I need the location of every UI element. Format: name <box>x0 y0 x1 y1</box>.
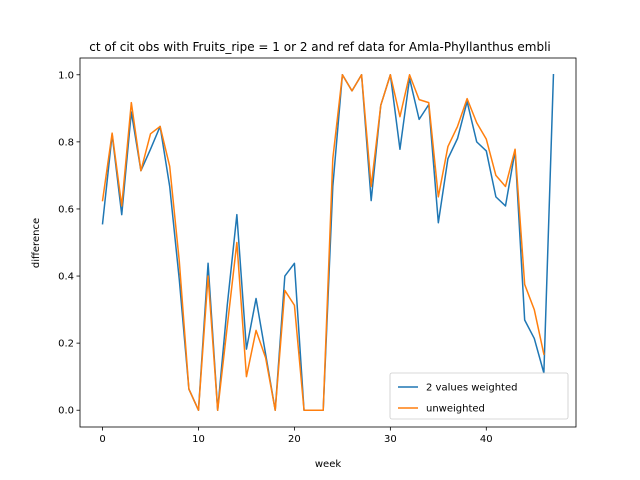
legend-label-unweighted: unweighted <box>426 404 485 415</box>
x-tick-label: 40 <box>480 434 493 445</box>
y-axis-label: difference <box>31 218 42 268</box>
legend: 2 values weighted unweighted <box>389 372 569 420</box>
y-tick-label: 0.8 <box>58 137 74 148</box>
chart-title: ct of cit obs with Fruits_ripe = 1 or 2 … <box>89 40 551 54</box>
x-tick-label: 0 <box>99 434 105 445</box>
legend-box <box>389 372 569 420</box>
x-tick-label: 20 <box>288 434 301 445</box>
legend-label-weighted: 2 values weighted <box>426 383 517 394</box>
y-tick-label: 0.4 <box>58 272 74 283</box>
y-tick-label: 0.6 <box>58 204 74 215</box>
x-axis-label: week <box>315 459 341 470</box>
x-tick-label: 30 <box>384 434 397 445</box>
y-tick-label: 0.2 <box>58 339 74 350</box>
y-tick-label: 1.0 <box>58 70 74 81</box>
x-tick-label: 10 <box>192 434 205 445</box>
axes-frame <box>79 57 577 428</box>
plot-background <box>80 58 576 427</box>
series-line-unweighted <box>101 74 545 411</box>
plot-area <box>80 58 576 427</box>
axes-layer: 0 10 20 30 40 0.0 0.2 0.4 0.6 0.8 1.0 <box>58 57 577 445</box>
series-layer <box>101 73 555 411</box>
y-tick-label: 0.0 <box>58 406 74 417</box>
